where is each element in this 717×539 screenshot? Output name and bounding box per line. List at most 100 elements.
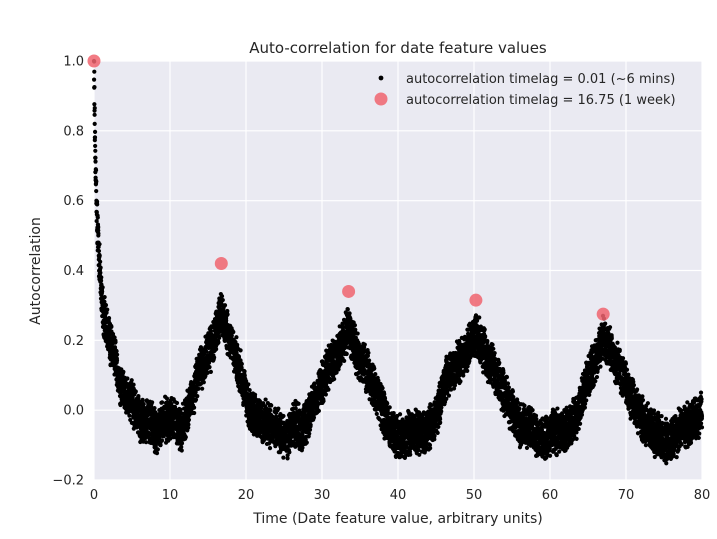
data-point-6min <box>179 441 185 446</box>
data-point-6min <box>439 405 444 410</box>
data-point-6min <box>98 265 103 270</box>
data-point-6min <box>125 376 130 381</box>
data-point-6min <box>114 349 119 354</box>
data-point-6min <box>191 405 197 410</box>
data-point-6min <box>242 369 247 374</box>
data-point-6min <box>179 444 184 450</box>
data-point-6min <box>93 159 98 164</box>
data-point-6min <box>367 358 372 363</box>
series-6min-points <box>91 58 705 466</box>
data-point-6min <box>112 335 117 340</box>
data-point-6min <box>114 358 120 363</box>
data-point-6min <box>225 308 230 314</box>
data-point-6min <box>113 340 118 345</box>
data-point-6min <box>93 143 98 149</box>
data-point-6min <box>94 188 99 194</box>
data-point-6min <box>178 407 183 412</box>
data-point-6min <box>136 396 141 401</box>
data-point-6min <box>222 303 228 308</box>
data-point-6min <box>446 393 452 398</box>
data-point-6min <box>242 373 247 378</box>
data-point-6min <box>92 102 97 107</box>
data-point-6min <box>92 135 98 140</box>
data-point-6min <box>91 77 97 82</box>
data-point-6min <box>140 397 145 402</box>
data-point-6min <box>366 350 371 355</box>
data-point-6min <box>195 393 200 399</box>
data-point-6min <box>159 438 165 443</box>
data-point-6min <box>397 412 403 417</box>
data-point-6min <box>246 382 251 387</box>
data-point-6min <box>214 347 219 352</box>
data-point-6min <box>196 386 201 391</box>
data-point-6min <box>94 179 99 184</box>
data-point-6min <box>439 409 444 414</box>
data-point-6min <box>344 351 349 356</box>
data-point-6min <box>102 295 107 300</box>
data-point-6min <box>244 379 249 384</box>
data-point-6min <box>144 440 149 445</box>
data-point-6min <box>93 168 99 173</box>
data-point-6min <box>150 400 155 405</box>
data-point-6min <box>208 369 213 374</box>
data-point-6min <box>267 445 273 451</box>
data-point-6min <box>164 396 170 401</box>
data-point-6min <box>193 390 198 395</box>
data-point-6min <box>458 379 463 384</box>
data-point-6min <box>219 294 225 299</box>
data-point-6min <box>408 452 413 457</box>
data-point-6min <box>100 285 105 290</box>
data-point-6min <box>186 417 192 422</box>
data-point-6min <box>362 342 367 347</box>
data-point-6min <box>169 401 174 406</box>
data-point-6min <box>212 355 217 360</box>
data-point-6min <box>115 352 120 357</box>
data-point-6min <box>342 358 347 363</box>
data-point-6min <box>96 228 101 233</box>
data-point-6min <box>276 406 281 411</box>
data-point-6min <box>307 431 312 436</box>
data-point-6min <box>152 406 157 411</box>
data-point-6min <box>380 386 385 391</box>
data-point-6min <box>92 85 97 90</box>
data-point-6min <box>183 435 188 440</box>
data-point-6min <box>179 448 184 453</box>
data-point-6min <box>326 387 331 392</box>
data-point-6min <box>204 349 209 354</box>
data-point-6min <box>171 430 176 435</box>
data-point-6min <box>192 410 197 416</box>
data-point-6min <box>92 112 97 117</box>
data-point-6min <box>205 370 210 375</box>
data-point-6min <box>304 440 309 445</box>
data-point-6min <box>92 69 97 74</box>
data-point-6min <box>467 359 472 364</box>
data-point-6min <box>186 422 191 427</box>
data-point-6min <box>97 242 102 247</box>
data-point-6min <box>97 253 102 258</box>
grid-lines <box>93 60 703 481</box>
data-point-6min <box>438 420 443 425</box>
data-point-6min <box>131 382 136 387</box>
data-point-6min <box>281 455 286 460</box>
data-point-6min <box>154 451 160 456</box>
data-point-6min <box>121 369 126 374</box>
data-point-6min <box>141 402 146 407</box>
data-point-6min <box>311 415 317 420</box>
data-point-6min <box>109 324 114 329</box>
data-point-6min <box>224 318 229 323</box>
data-point-6min <box>98 259 103 264</box>
data-point-6min <box>129 378 134 383</box>
data-point-6min <box>155 447 160 452</box>
data-point-6min <box>207 365 212 370</box>
data-point-6min <box>158 442 163 448</box>
data-point-6min <box>216 340 221 345</box>
data-point-6min <box>220 297 225 303</box>
data-point-6min <box>238 348 243 353</box>
data-point-6min <box>235 342 240 347</box>
data-point-6min <box>436 424 441 429</box>
data-point-6min <box>296 401 301 406</box>
data-point-6min <box>95 202 100 207</box>
data-point-6min <box>387 405 392 410</box>
data-point-6min <box>281 413 286 419</box>
